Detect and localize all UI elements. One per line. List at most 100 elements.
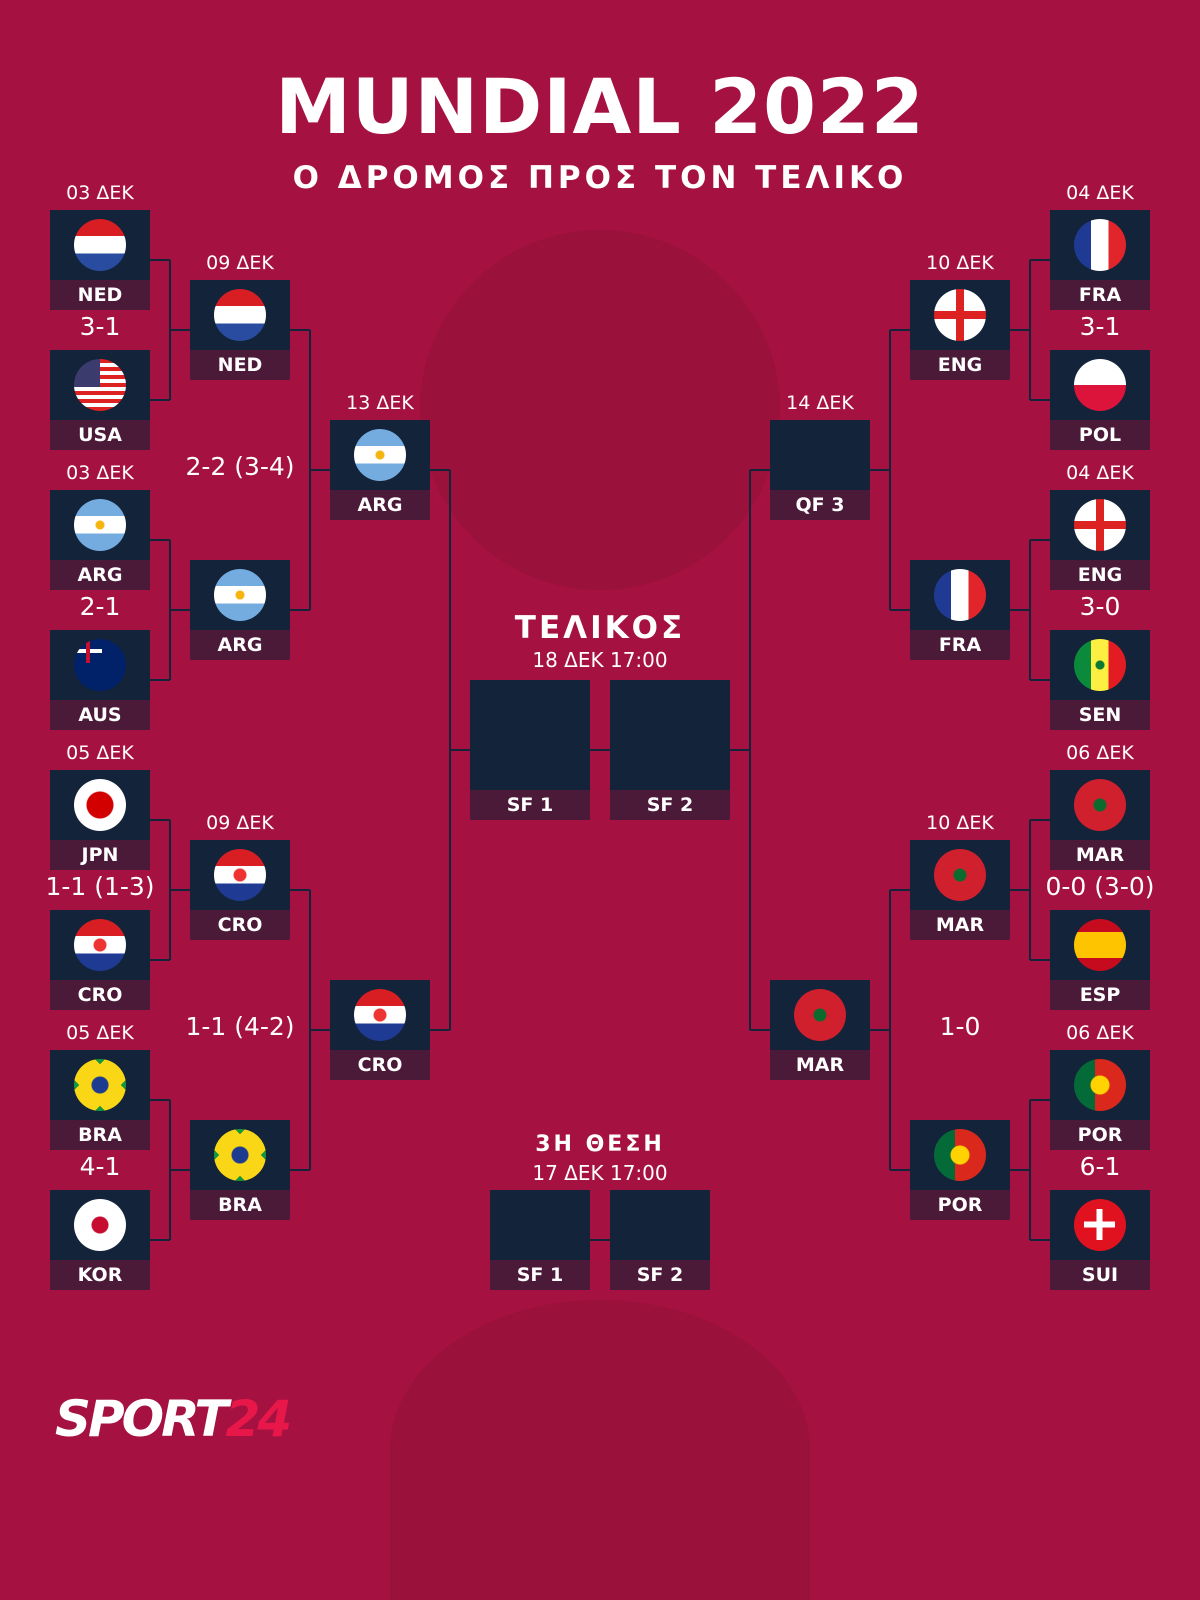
team-box-jpn[interactable]: JPN [50, 770, 150, 870]
connector-line [310, 469, 330, 471]
kor-flag-icon [74, 1199, 126, 1251]
team-box-eng[interactable]: ENG [910, 280, 1010, 380]
connector-line [1010, 889, 1030, 891]
team-box-ned[interactable]: NED [50, 210, 150, 310]
connector-line [150, 819, 170, 821]
team-code: ARG [190, 630, 290, 660]
connector-line [290, 1169, 310, 1171]
connector-line [730, 749, 750, 751]
connector-line [890, 329, 910, 331]
team-box-eng[interactable]: ENG [1050, 490, 1150, 590]
final-datetime: 18 ΔΕΚ 17:00 [532, 648, 668, 672]
trophy-silhouette [420, 230, 780, 590]
connector-line [749, 470, 751, 1030]
sport24-logo: SPORT24 [55, 1390, 292, 1448]
team-box-aus[interactable]: AUS [50, 630, 150, 730]
cro-flag-icon [74, 919, 126, 971]
team-box-mar[interactable]: MAR [1050, 770, 1150, 870]
team-box-bra[interactable]: BRA [50, 1050, 150, 1150]
connector-line [1029, 540, 1031, 680]
team-box-pol[interactable]: POL [1050, 350, 1150, 450]
connector-line [170, 609, 190, 611]
match-date: 09 ΔΕΚ [206, 252, 274, 274]
match-date: 03 ΔΕΚ [66, 182, 134, 204]
connector-line [430, 469, 450, 471]
team-code: ENG [910, 350, 1010, 380]
team-box-sen[interactable]: SEN [1050, 630, 1150, 730]
team-box-por[interactable]: POR [910, 1120, 1010, 1220]
team-box-arg[interactable]: ARG [50, 490, 150, 590]
match-date: 03 ΔΕΚ [66, 462, 134, 484]
team-box-ned[interactable]: NED [190, 280, 290, 380]
team-code: NED [50, 280, 150, 310]
match-score: 3-0 [1079, 592, 1121, 621]
team-box-qf3[interactable]: QF 3 [770, 420, 870, 520]
por-flag-icon [1074, 1059, 1126, 1111]
connector-line [290, 329, 310, 331]
connector-line [590, 749, 610, 751]
team-code: MAR [1050, 840, 1150, 870]
match-score: 2-1 [79, 592, 121, 621]
team-box-sf2[interactable]: SF 2 [610, 680, 730, 820]
team-code: POR [910, 1190, 1010, 1220]
team-box-arg[interactable]: ARG [190, 560, 290, 660]
connector-line [170, 1169, 190, 1171]
team-box-bra[interactable]: BRA [190, 1120, 290, 1220]
bra-flag-icon [74, 1059, 126, 1111]
sui-flag-icon [1074, 1199, 1126, 1251]
team-box-mar[interactable]: MAR [910, 840, 1010, 940]
team-box-cro[interactable]: CRO [50, 910, 150, 1010]
bra-flag-icon [214, 1129, 266, 1181]
team-code: SF 1 [470, 790, 590, 820]
connector-line [450, 749, 470, 751]
connector-line [1010, 609, 1030, 611]
team-code: FRA [1050, 280, 1150, 310]
connector-line [1030, 959, 1050, 961]
team-code: NED [190, 350, 290, 380]
connector-line [889, 890, 891, 1170]
team-box-sf1[interactable]: SF 1 [470, 680, 590, 820]
ned-flag-icon [214, 289, 266, 341]
cro-flag-icon [214, 849, 266, 901]
team-code: QF 3 [770, 490, 870, 520]
connector-line [1030, 1239, 1050, 1241]
connector-line [1029, 820, 1031, 960]
connector-line [870, 469, 890, 471]
team-code: SUI [1050, 1260, 1150, 1290]
connector-line [750, 1029, 770, 1031]
team-box-sui[interactable]: SUI [1050, 1190, 1150, 1290]
team-code: MAR [910, 910, 1010, 940]
mar-flag-icon [1074, 779, 1126, 831]
match-date: 10 ΔΕΚ [926, 812, 994, 834]
third-place-datetime: 17 ΔΕΚ 17:00 [532, 1161, 668, 1185]
team-box-mar[interactable]: MAR [770, 980, 870, 1080]
team-code: POL [1050, 420, 1150, 450]
jpn-flag-icon [74, 779, 126, 831]
team-box-kor[interactable]: KOR [50, 1190, 150, 1290]
connector-line [1029, 260, 1031, 400]
team-code: JPN [50, 840, 150, 870]
team-box-sf2[interactable]: SF 2 [610, 1190, 710, 1290]
team-box-sf1[interactable]: SF 1 [490, 1190, 590, 1290]
connector-line [310, 1029, 330, 1031]
connector-line [1030, 679, 1050, 681]
team-box-fra[interactable]: FRA [1050, 210, 1150, 310]
team-box-fra[interactable]: FRA [910, 560, 1010, 660]
third-place-title: 3Η ΘΕΣΗ [535, 1132, 665, 1157]
team-box-por[interactable]: POR [1050, 1050, 1150, 1150]
team-code: SEN [1050, 700, 1150, 730]
team-code: ARG [50, 560, 150, 590]
team-box-cro[interactable]: CRO [190, 840, 290, 940]
team-code: CRO [50, 980, 150, 1010]
team-box-esp[interactable]: ESP [1050, 910, 1150, 1010]
team-box-usa[interactable]: USA [50, 350, 150, 450]
arg-flag-icon [214, 569, 266, 621]
match-score: 2-2 (3-4) [185, 452, 295, 481]
team-code: CRO [330, 1050, 430, 1080]
team-box-cro[interactable]: CRO [330, 980, 430, 1080]
team-code: SF 2 [610, 790, 730, 820]
sen-flag-icon [1074, 639, 1126, 691]
team-box-arg[interactable]: ARG [330, 420, 430, 520]
connector-line [1030, 1099, 1050, 1101]
logo-main: SPORT [55, 1390, 229, 1448]
